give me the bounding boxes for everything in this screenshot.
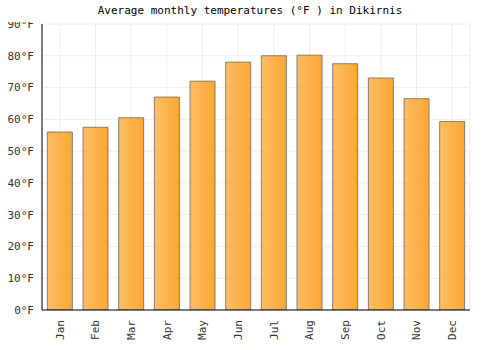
svg-text:Feb: Feb: [89, 320, 102, 340]
svg-text:Dec: Dec: [446, 320, 459, 340]
svg-text:Nov: Nov: [410, 320, 423, 340]
svg-text:60°F: 60°F: [8, 113, 34, 126]
svg-text:10°F: 10°F: [8, 272, 34, 285]
svg-text:Mar: Mar: [125, 320, 138, 340]
svg-text:Sep: Sep: [339, 320, 352, 340]
svg-text:Jul: Jul: [268, 320, 281, 340]
html-text:Average monthly temperatures (: Average monthly temperatures (°F ) in Di…: [97, 4, 403, 17]
svg-text:70°F: 70°F: [8, 81, 34, 94]
svg-text:Aug: Aug: [303, 320, 316, 340]
svg-text:40°F: 40°F: [8, 177, 34, 190]
svg-text:Jan: Jan: [54, 320, 67, 340]
svg-text:May: May: [196, 320, 209, 340]
svg-text:50°F: 50°F: [8, 145, 34, 158]
svg-text:0°F: 0°F: [14, 304, 34, 317]
svg-text:30°F: 30°F: [8, 209, 34, 222]
svg-text:20°F: 20°F: [8, 240, 34, 253]
svg-text:Oct: Oct: [375, 320, 388, 340]
svg-text:Apr: Apr: [161, 320, 174, 340]
svg-text:90°F: 90°F: [8, 22, 34, 31]
svg-text:80°F: 80°F: [8, 50, 34, 63]
svg-text:Jun: Jun: [232, 320, 245, 340]
